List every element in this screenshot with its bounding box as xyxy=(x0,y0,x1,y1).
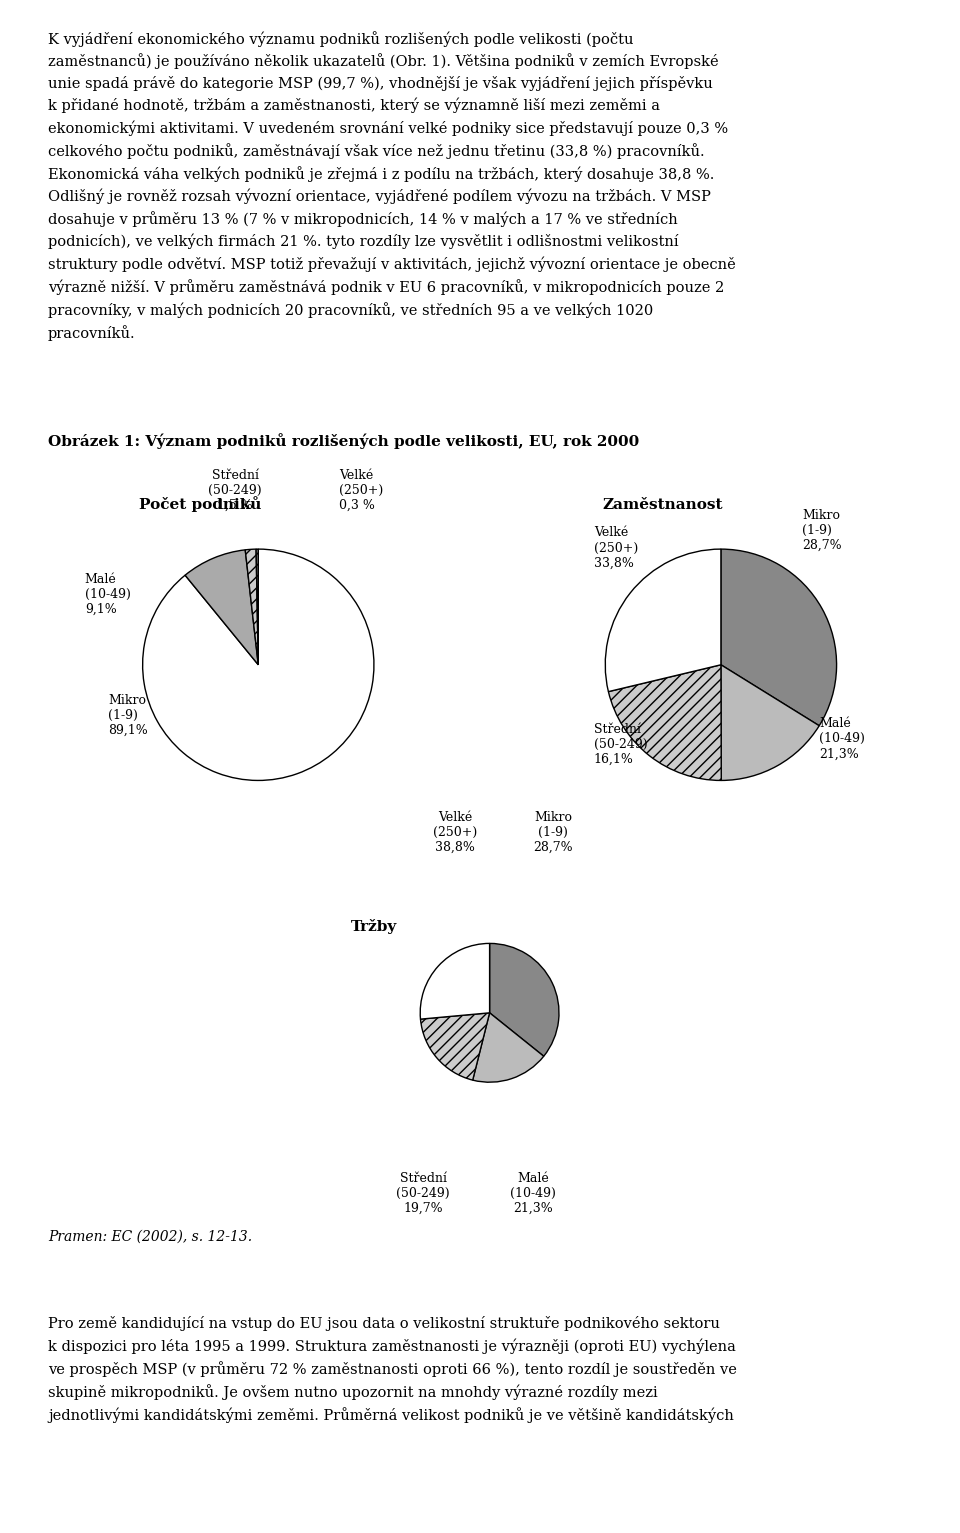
Wedge shape xyxy=(605,549,721,691)
Wedge shape xyxy=(721,665,819,780)
Text: Střední
(50-249)
19,7%: Střední (50-249) 19,7% xyxy=(396,1171,450,1214)
Title: Zaměstnanost: Zaměstnanost xyxy=(603,498,723,512)
Wedge shape xyxy=(256,549,258,665)
Text: Velké
(250+)
33,8%: Velké (250+) 33,8% xyxy=(593,526,638,569)
Wedge shape xyxy=(245,549,258,665)
Text: Pramen: EC (2002), s. 12-13.: Pramen: EC (2002), s. 12-13. xyxy=(48,1229,252,1243)
Wedge shape xyxy=(185,550,258,665)
Text: Střední
(50-249)
1,5 %: Střední (50-249) 1,5 % xyxy=(208,469,262,512)
Wedge shape xyxy=(609,665,721,780)
Text: Malé
(10-49)
9,1%: Malé (10-49) 9,1% xyxy=(84,573,131,616)
Text: Tržby: Tržby xyxy=(350,918,397,934)
Wedge shape xyxy=(721,549,836,725)
Text: K vyjádření ekonomického významu podniků rozlišených podle velikosti (počtu
zamě: K vyjádření ekonomického významu podniků… xyxy=(48,31,735,340)
Text: Velké
(250+)
0,3 %: Velké (250+) 0,3 % xyxy=(339,469,383,512)
Title: Počet podniků: Počet podniků xyxy=(139,497,262,512)
Text: Malé
(10-49)
21,3%: Malé (10-49) 21,3% xyxy=(819,717,865,760)
Text: Mikro
(1-9)
28,7%: Mikro (1-9) 28,7% xyxy=(534,811,573,854)
Text: Velké
(250+)
38,8%: Velké (250+) 38,8% xyxy=(433,811,477,854)
Wedge shape xyxy=(143,549,374,780)
Text: Obrázek 1: Význam podniků rozlišených podle velikosti, EU, rok 2000: Obrázek 1: Význam podniků rozlišených po… xyxy=(48,432,639,449)
Text: Mikro
(1-9)
89,1%: Mikro (1-9) 89,1% xyxy=(108,694,148,737)
Text: Mikro
(1-9)
28,7%: Mikro (1-9) 28,7% xyxy=(802,509,842,552)
Text: Pro země kandidující na vstup do EU jsou data o velikostní struktuře podnikového: Pro země kandidující na vstup do EU jsou… xyxy=(48,1317,737,1423)
Text: Střední
(50-249)
16,1%: Střední (50-249) 16,1% xyxy=(593,724,647,766)
Text: Malé
(10-49)
21,3%: Malé (10-49) 21,3% xyxy=(510,1171,556,1214)
